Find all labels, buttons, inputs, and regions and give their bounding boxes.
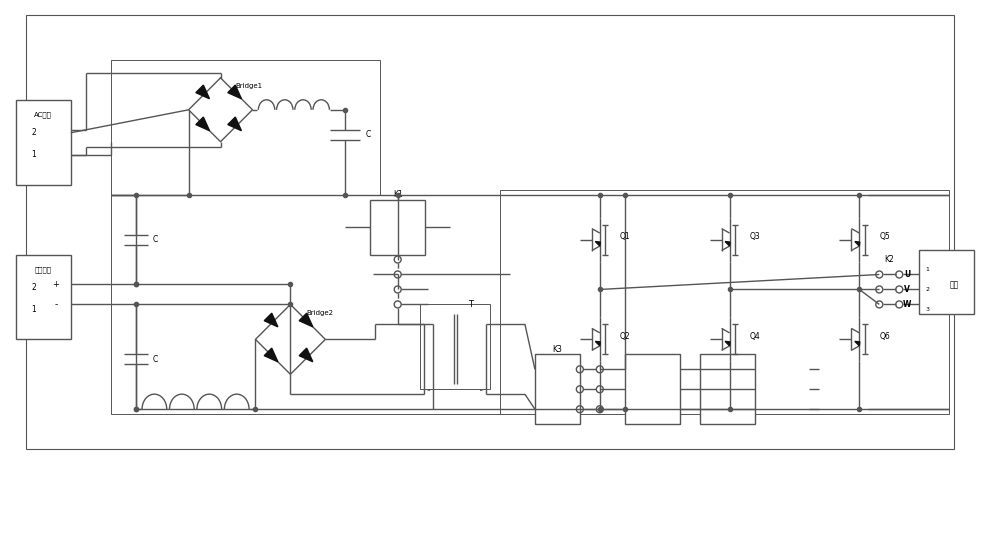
- Bar: [420, 305, 490, 389]
- Text: Q4: Q4: [750, 332, 760, 341]
- Text: 1: 1: [31, 305, 36, 314]
- Text: 1: 1: [925, 267, 929, 272]
- Text: K1: K1: [393, 190, 403, 199]
- Text: K2: K2: [884, 255, 894, 264]
- Bar: [919, 250, 974, 314]
- Bar: [111, 195, 510, 414]
- Text: U: U: [904, 270, 910, 279]
- Polygon shape: [595, 341, 600, 346]
- Polygon shape: [855, 241, 860, 246]
- Text: 2: 2: [925, 287, 929, 292]
- Text: 动力电池: 动力电池: [35, 266, 52, 273]
- Bar: [111, 60, 380, 195]
- Polygon shape: [196, 117, 209, 130]
- Text: 2: 2: [31, 283, 36, 292]
- Text: +: +: [52, 280, 59, 289]
- Polygon shape: [228, 85, 241, 99]
- Text: Q6: Q6: [879, 332, 890, 341]
- Text: C: C: [366, 130, 371, 139]
- Polygon shape: [299, 313, 313, 327]
- Text: V: V: [904, 285, 910, 294]
- Text: Bridge1: Bridge1: [235, 83, 262, 89]
- Text: C: C: [153, 235, 158, 244]
- Text: Q3: Q3: [750, 232, 760, 241]
- Text: Q1: Q1: [620, 232, 630, 241]
- Text: 电机: 电机: [950, 280, 959, 289]
- Text: T: T: [468, 300, 473, 309]
- Text: Q2: Q2: [620, 332, 630, 341]
- Bar: [370, 199, 425, 254]
- Bar: [26, 15, 954, 449]
- Polygon shape: [228, 117, 241, 130]
- Polygon shape: [595, 241, 600, 246]
- Text: 2: 2: [31, 128, 36, 137]
- Bar: [16, 254, 71, 340]
- Bar: [625, 354, 680, 424]
- Bar: [535, 354, 580, 424]
- Text: Q5: Q5: [879, 232, 890, 241]
- Text: AC输入: AC输入: [34, 112, 52, 118]
- Text: 3: 3: [925, 307, 929, 312]
- Polygon shape: [196, 85, 209, 99]
- Polygon shape: [299, 348, 313, 362]
- Text: W: W: [903, 300, 911, 309]
- Polygon shape: [855, 341, 860, 346]
- Polygon shape: [725, 241, 730, 246]
- Bar: [16, 100, 71, 185]
- Text: K3: K3: [552, 345, 562, 354]
- Bar: [700, 354, 755, 424]
- Text: C: C: [153, 355, 158, 364]
- Text: Bridge2: Bridge2: [306, 310, 333, 316]
- Polygon shape: [264, 313, 278, 327]
- Text: 1: 1: [31, 150, 36, 159]
- Text: -: -: [54, 300, 57, 309]
- Bar: [500, 190, 949, 414]
- Polygon shape: [264, 348, 278, 362]
- Polygon shape: [725, 341, 730, 346]
